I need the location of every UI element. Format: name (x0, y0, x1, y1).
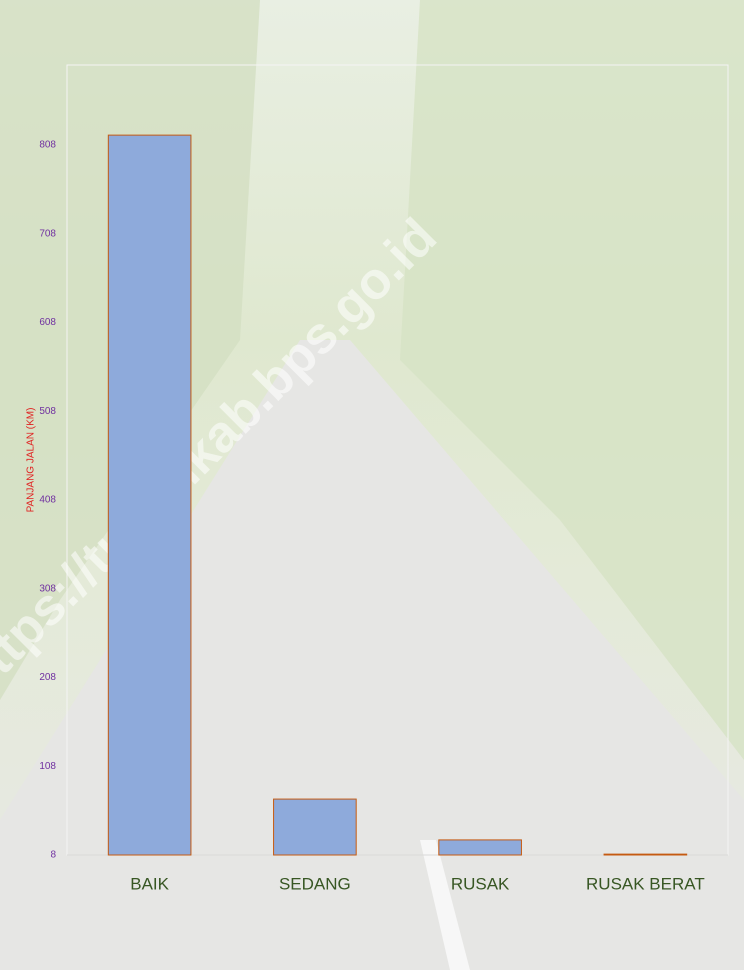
y-tick-label: 508 (39, 406, 56, 417)
bar (439, 840, 522, 855)
y-axis-label: PANJANG JALAN (KM) (26, 408, 37, 513)
x-tick-label: SEDANG (279, 874, 351, 893)
bar (604, 854, 687, 855)
page: https://tubankab.bps.go.id PANJANG JALAN… (0, 0, 744, 970)
bar (108, 135, 191, 855)
y-tick-label: 608 (39, 317, 56, 328)
x-tick-label: RUSAK BERAT (586, 874, 705, 893)
y-tick-label: 8 (50, 850, 56, 861)
y-tick-label: 708 (39, 228, 56, 239)
x-tick-label: BAIK (130, 874, 169, 893)
y-tick-label: 408 (39, 495, 56, 506)
chart: https://tubankab.bps.go.id PANJANG JALAN… (0, 0, 744, 970)
x-tick-label: RUSAK (451, 874, 510, 893)
y-tick-label: 108 (39, 761, 56, 772)
y-tick-label: 808 (39, 140, 56, 151)
y-tick-label: 208 (39, 672, 56, 683)
bar (274, 799, 357, 855)
y-tick-label: 308 (39, 583, 56, 594)
